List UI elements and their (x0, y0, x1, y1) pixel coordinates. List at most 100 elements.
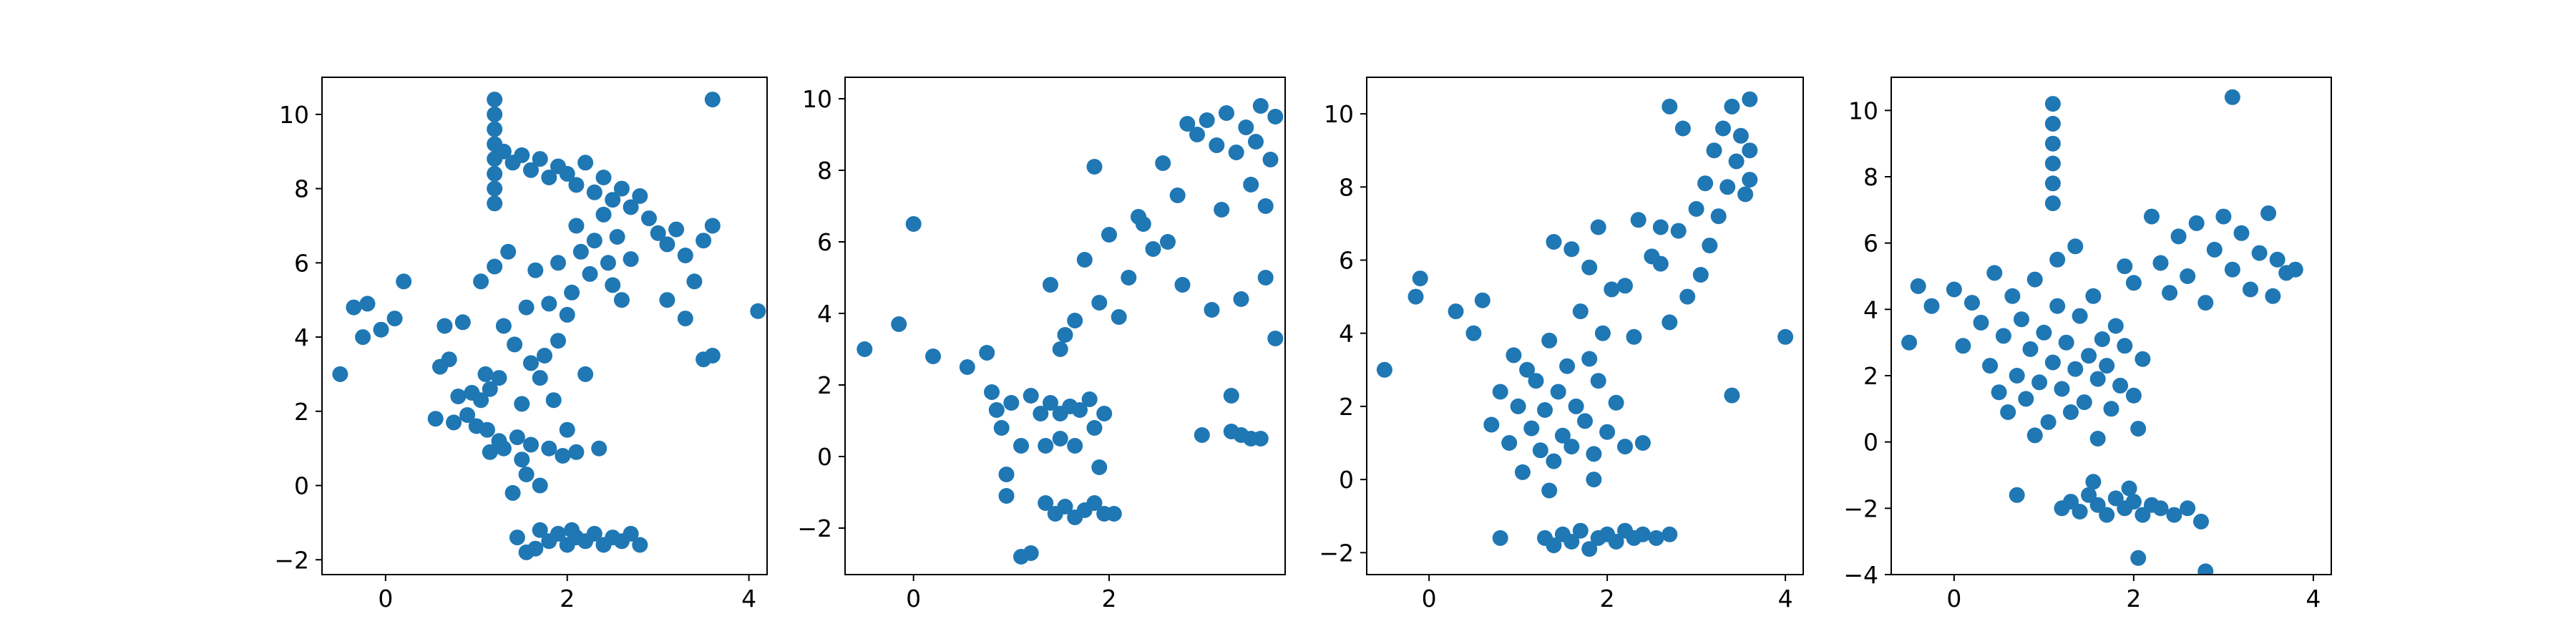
data-point (1052, 341, 1068, 357)
data-point (2049, 298, 2066, 314)
data-point (2044, 115, 2061, 132)
data-point (1519, 361, 1536, 378)
data-point (1662, 98, 1678, 114)
y-tick-label: 0 (817, 443, 832, 471)
data-point (572, 243, 589, 260)
data-point (1448, 303, 1464, 320)
x-tick-label: 4 (741, 585, 756, 613)
data-point (659, 292, 675, 308)
data-point (1532, 442, 1548, 459)
data-point (1608, 394, 1624, 411)
data-point (1072, 402, 1088, 418)
data-point (2224, 89, 2240, 105)
data-point (541, 440, 557, 457)
y-tick-label: 4 (817, 300, 832, 328)
data-point (532, 477, 548, 494)
data-point (541, 296, 557, 312)
data-point (891, 316, 907, 332)
data-point (373, 321, 389, 338)
data-point (1777, 328, 1794, 345)
data-point (2180, 500, 2196, 517)
y-tick-label: 0 (1339, 466, 1354, 494)
data-point (1901, 334, 1918, 351)
data-point (1267, 331, 1284, 346)
data-point (1724, 387, 1740, 404)
data-point (1160, 234, 1176, 250)
data-point (514, 396, 530, 412)
data-point (1617, 278, 1633, 294)
data-point (1563, 439, 1580, 455)
subplots: 0 2 4 −2 0 2 4 6 8 10 0 2 −2 0 2 4 6 8 10 0 2 4 −2 0 2 4 6 8 10 0 2 4 −4… (274, 77, 2332, 613)
data-point (1038, 438, 1054, 454)
data-point (1541, 332, 1558, 348)
data-point (1043, 395, 1058, 411)
data-point (1067, 313, 1083, 328)
data-point (532, 522, 548, 538)
data-point (623, 251, 639, 268)
data-point (2265, 288, 2281, 304)
data-point (2085, 474, 2102, 490)
data-point (1634, 526, 1651, 542)
data-point (2112, 377, 2129, 394)
data-point (2166, 507, 2182, 523)
data-point (523, 436, 539, 453)
data-point (1546, 453, 1562, 469)
data-point (2130, 421, 2147, 437)
data-point (459, 407, 476, 423)
data-point (509, 530, 525, 546)
data-point (1091, 459, 1108, 475)
data-point (1179, 116, 1196, 132)
data-point (2089, 371, 2106, 387)
x-tick-label: 2 (2126, 585, 2141, 613)
data-point (2193, 513, 2209, 530)
data-point (1376, 361, 1392, 378)
data-point (1111, 309, 1127, 325)
data-point (1086, 495, 1103, 511)
data-point (2044, 135, 2061, 152)
axes-frame (1366, 77, 1804, 575)
data-point (2251, 245, 2268, 261)
data-point (441, 351, 457, 368)
data-point (482, 381, 498, 397)
data-point (1407, 288, 1424, 305)
data-point (677, 311, 693, 327)
data-point (1719, 179, 1736, 195)
data-point (613, 180, 630, 197)
data-point (905, 216, 922, 232)
subplot-3: 0 2 4 −2 0 2 4 6 8 10 (1319, 77, 1804, 613)
data-point (925, 348, 941, 364)
data-point (2067, 238, 2084, 255)
data-point (1652, 255, 1669, 272)
data-point (2180, 268, 2196, 284)
x-tick-label: 0 (1422, 585, 1437, 613)
y-tick-label: 0 (1863, 429, 1878, 457)
data-point (641, 210, 657, 227)
data-point (550, 525, 566, 542)
data-point (2009, 368, 2025, 384)
data-point (1076, 252, 1093, 268)
data-point (2067, 361, 2084, 377)
data-point (1013, 438, 1029, 454)
data-point (632, 188, 648, 204)
data-point (355, 329, 371, 346)
y-tick-label: 2 (294, 398, 309, 426)
data-point (1662, 314, 1678, 331)
data-point (1572, 522, 1589, 539)
data-point (1581, 259, 1598, 275)
data-point (2044, 175, 2061, 192)
data-point (1550, 384, 1566, 400)
data-point (559, 165, 575, 182)
data-point (482, 444, 498, 460)
x-tick-label: 2 (560, 585, 575, 613)
data-point (1715, 120, 1731, 137)
data-point (959, 359, 975, 375)
data-point (1617, 439, 1633, 455)
data-point (2085, 288, 2102, 304)
data-point (559, 421, 575, 438)
y-tick-label: 6 (817, 228, 832, 256)
y-tick-label: 6 (1863, 230, 1878, 258)
data-point (1228, 145, 1244, 160)
data-point (1728, 153, 1745, 170)
data-point (1528, 373, 1544, 389)
